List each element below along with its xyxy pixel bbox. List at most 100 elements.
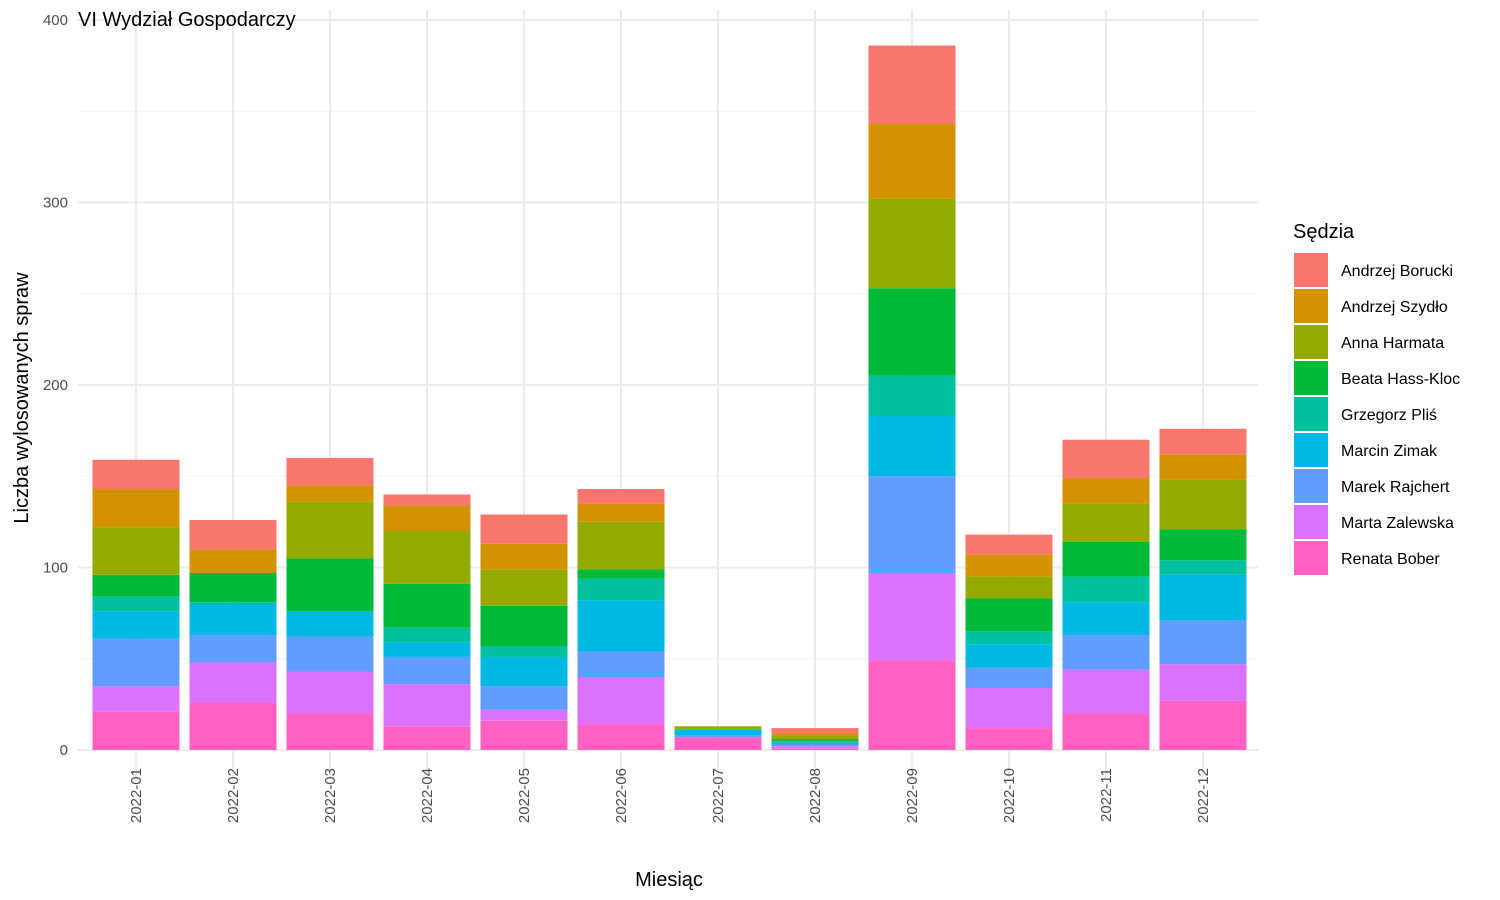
bar-segment	[674, 737, 762, 750]
bar-segment	[674, 726, 762, 730]
bar-segment	[577, 521, 665, 570]
legend-item: Marta Zalewska	[1294, 505, 1454, 539]
bar-segment	[1159, 620, 1247, 665]
bar-segment	[771, 739, 859, 741]
bar-segment	[92, 596, 180, 612]
bar-segment	[771, 746, 859, 749]
bar-segment	[868, 124, 956, 199]
bar-segment	[383, 684, 471, 727]
bar-segment	[92, 686, 180, 712]
bar-segment	[1062, 541, 1150, 577]
x-tick-label: 2022-04	[419, 768, 436, 823]
legend-label: Andrzej Borucki	[1341, 263, 1453, 280]
bar-segment	[577, 503, 665, 522]
bar-segment	[577, 724, 665, 750]
x-tick-label: 2022-02	[225, 768, 242, 823]
bar-segment	[868, 572, 956, 661]
bar-segment	[480, 645, 568, 657]
bar-segment	[1062, 669, 1150, 714]
x-tick-label: 2022-01	[128, 768, 145, 823]
bar-segment	[480, 605, 568, 646]
bar-segment	[480, 720, 568, 750]
bar-segment	[383, 726, 471, 750]
x-tick-label: 2022-07	[710, 768, 727, 823]
legend-label: Marek Rajchert	[1341, 479, 1450, 496]
legend-swatch	[1294, 469, 1328, 503]
bar-segment	[92, 711, 180, 750]
bar-segment	[286, 671, 374, 714]
legend-item: Renata Bober	[1294, 541, 1440, 575]
bar-segment	[189, 604, 277, 636]
bar-segment	[1159, 664, 1247, 701]
bar-segment	[771, 735, 859, 740]
bar-segment	[771, 744, 859, 747]
legend-label: Marcin Zimak	[1341, 443, 1438, 460]
legend-label: Andrzej Szydło	[1341, 299, 1448, 316]
bar-segment	[771, 733, 859, 736]
bar-segment	[286, 458, 374, 486]
bar-segment	[1159, 428, 1247, 455]
bar-segment	[1159, 454, 1247, 480]
y-tick-label: 0	[60, 742, 68, 759]
bar-segment	[286, 501, 374, 559]
bar-segment	[480, 656, 568, 687]
bar-segment	[189, 520, 277, 550]
bar-segment	[92, 611, 180, 639]
bar-segment	[965, 687, 1053, 729]
legend-swatch	[1294, 541, 1328, 575]
bar-segment	[868, 198, 956, 289]
bar-segment	[286, 636, 374, 672]
bar-segment	[286, 485, 374, 502]
bar-segment	[674, 729, 762, 736]
bar-segment	[480, 709, 568, 721]
y-axis-ticks: 0 100 200 300 400	[43, 12, 68, 759]
bar-segment	[577, 651, 665, 677]
x-tick-label: 2022-11	[1098, 768, 1115, 822]
y-tick-label: 100	[43, 560, 68, 577]
bar-segment	[480, 569, 568, 606]
bar-segment	[577, 578, 665, 601]
bar-segment	[868, 45, 956, 125]
bar-segment	[189, 662, 277, 703]
plot-title: VI Wydział Gospodarczy	[78, 9, 296, 31]
bar-segment	[674, 735, 762, 738]
bar-segment	[965, 631, 1053, 645]
legend-label: Beata Hass-Kloc	[1341, 371, 1460, 388]
bar-segment	[1062, 576, 1150, 603]
x-tick-label: 2022-06	[613, 768, 630, 823]
legend: Andrzej Borucki Andrzej Szydło Anna Harmat…	[1294, 253, 1460, 575]
legend-item: Marek Rajchert	[1294, 469, 1450, 503]
legend-item: Andrzej Borucki	[1294, 253, 1453, 287]
bar-segment	[1159, 529, 1247, 561]
bar-segment	[92, 527, 180, 575]
x-tick-label: 2022-05	[516, 768, 533, 823]
bar-segment	[965, 667, 1053, 688]
bar-segment	[92, 638, 180, 687]
legend-label: Marta Zalewska	[1341, 515, 1454, 532]
bar-segment	[383, 505, 471, 531]
bar-segment	[1159, 479, 1247, 530]
bar-segment	[480, 543, 568, 570]
x-axis-ticks: 2022-01 2022-02 2022-03 2022-04 2022-05 2022-…	[128, 768, 1212, 823]
bar-segment	[286, 558, 374, 612]
bar-segment	[383, 642, 471, 657]
bar-segment	[189, 572, 277, 603]
legend-label: Renata Bober	[1341, 551, 1440, 568]
bar-segment	[286, 611, 374, 637]
x-tick-label: 2022-09	[904, 768, 921, 823]
legend-item: Grzegorz Pliś	[1294, 397, 1437, 431]
bar-segment	[577, 569, 665, 579]
legend-swatch	[1294, 253, 1328, 287]
bar-segment	[383, 531, 471, 584]
bar-segment	[771, 740, 859, 743]
bar-segment	[92, 574, 180, 597]
bar-segment	[189, 549, 277, 573]
bar-segment	[868, 476, 956, 573]
legend-swatch	[1294, 505, 1328, 539]
bar-segment	[480, 514, 568, 544]
legend-swatch	[1294, 397, 1328, 431]
bar-segment	[383, 627, 471, 643]
bar-segment	[383, 583, 471, 628]
bar-segment	[1062, 635, 1150, 670]
